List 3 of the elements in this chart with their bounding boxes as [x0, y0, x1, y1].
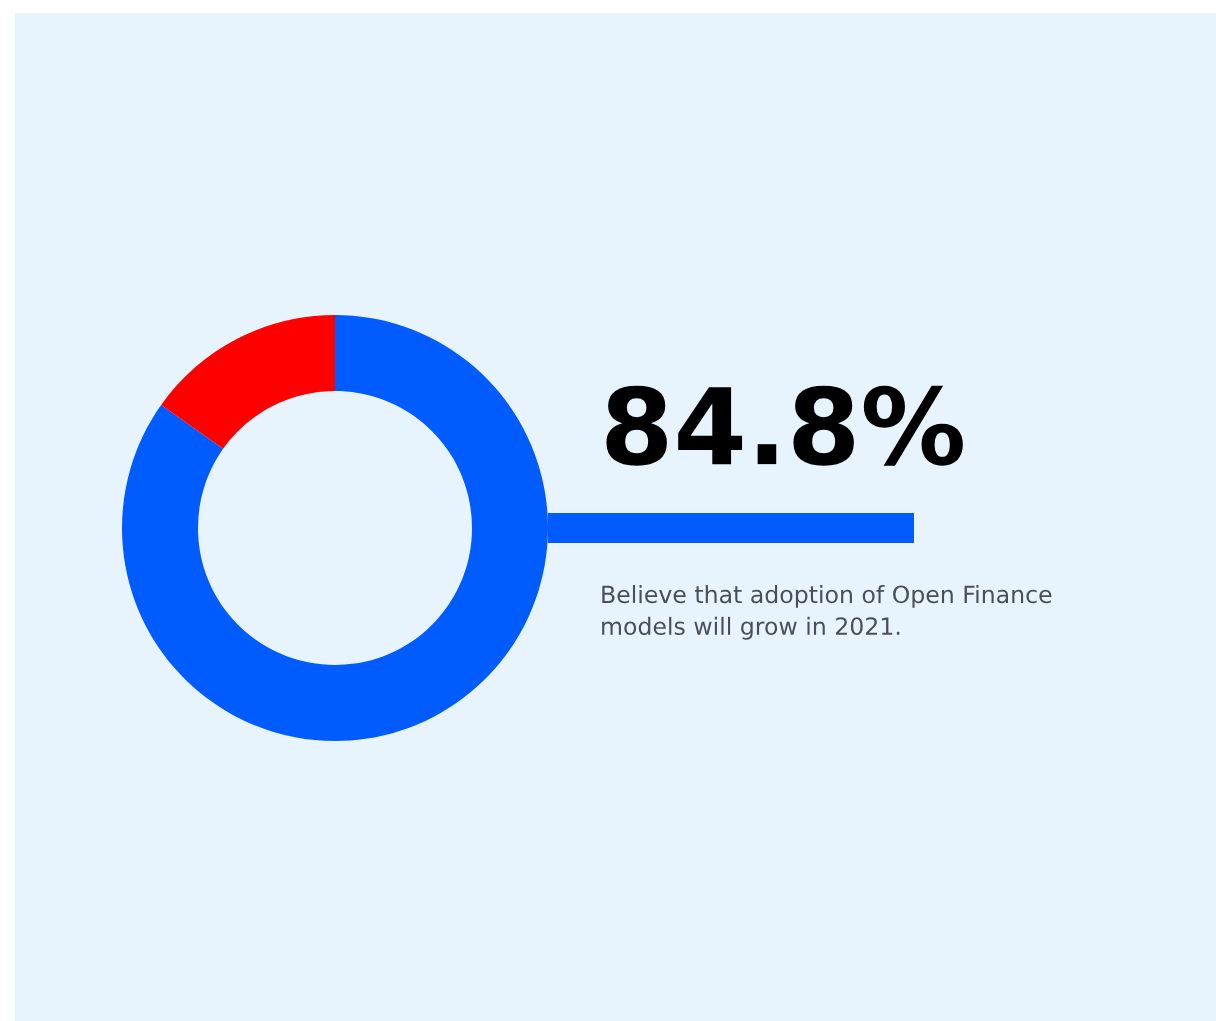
- donut-slice: [161, 315, 335, 449]
- text: Believe that adoption of Open Finance models will grow in 2021.: [602, 585, 1052, 640]
- data-label: 84.8%: [606, 385, 963, 466]
